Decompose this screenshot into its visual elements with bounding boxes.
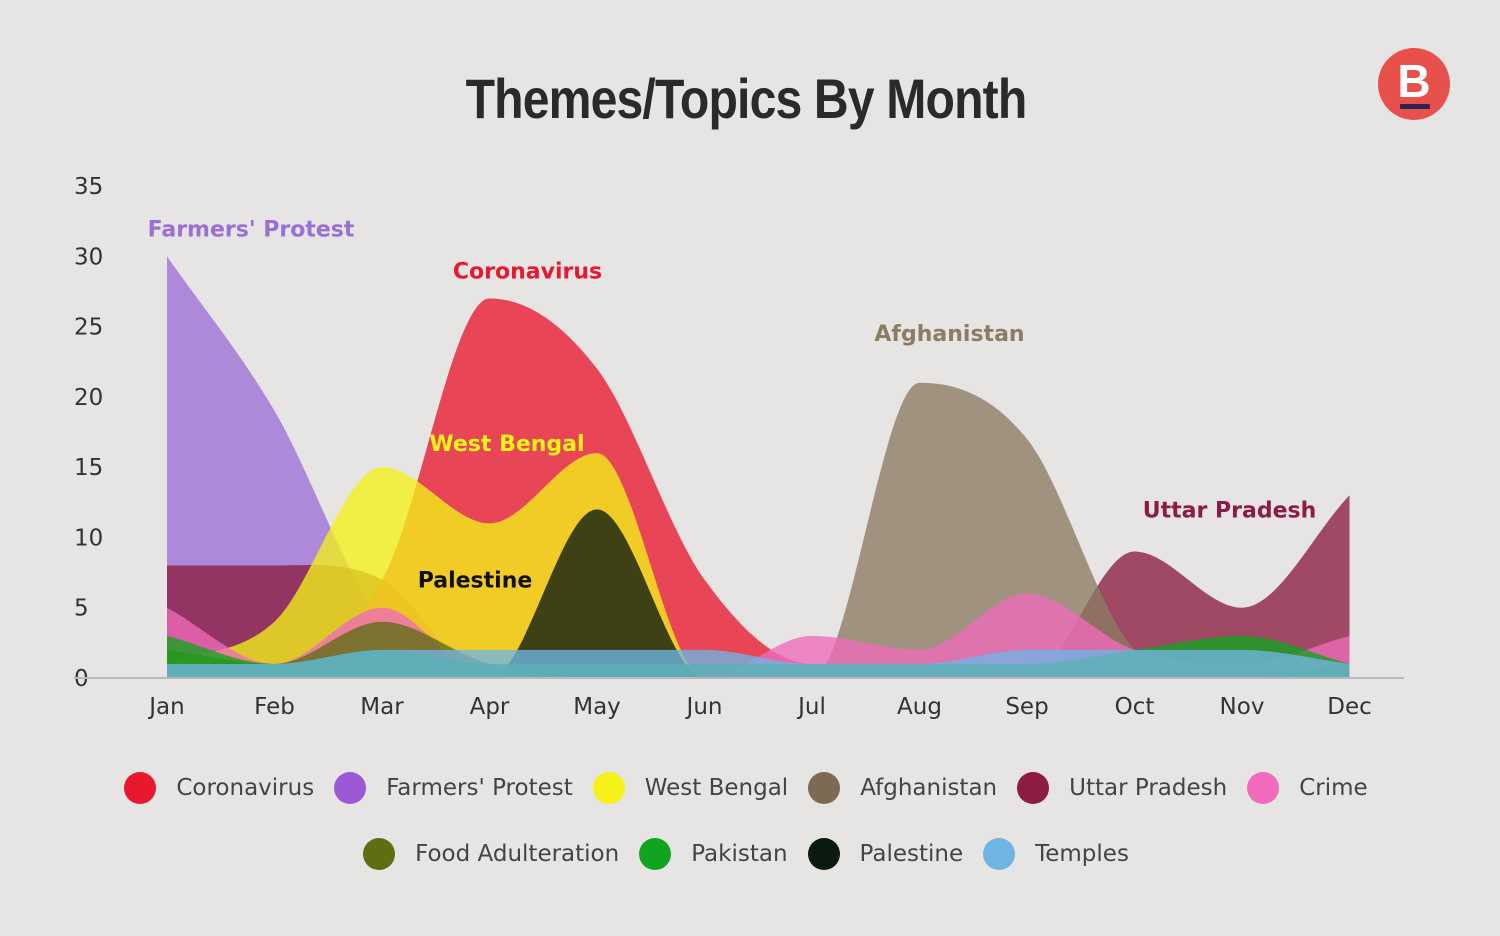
legend-label: West Bengal — [644, 775, 789, 801]
x-tick-label: Oct — [1115, 694, 1155, 720]
legend-swatch — [1017, 772, 1050, 804]
legend-item-farmers-protest[interactable]: Farmers' Protest — [334, 772, 573, 804]
legend-label: Uttar Pradesh — [1069, 775, 1228, 801]
legend-label: Pakistan — [691, 841, 788, 867]
y-tick-label: 35 — [74, 174, 103, 200]
area-temples[interactable] — [167, 649, 1350, 678]
x-tick-label: Feb — [254, 694, 295, 720]
legend-swatch — [983, 838, 1016, 870]
legend-label: Crime — [1299, 775, 1368, 801]
callout-palestine: Palestine — [418, 568, 533, 593]
legend-label: Food Adulteration — [415, 841, 620, 867]
x-tick-label: Aug — [897, 694, 942, 720]
legend-item-crime[interactable]: Crime — [1247, 772, 1368, 804]
y-tick-label: 25 — [74, 315, 103, 341]
legend-swatch — [807, 838, 840, 870]
legend-item-palestine[interactable]: Palestine — [807, 838, 964, 870]
legend-row: Coronavirus Farmers' Protest West Bengal Af… — [0, 760, 1492, 816]
chart-title: Themes/Topics By Month — [465, 67, 1028, 130]
legend-item-west-bengal[interactable]: West Bengal — [592, 772, 789, 804]
x-tick-label: Sep — [1005, 694, 1048, 720]
y-tick-label: 10 — [74, 525, 103, 551]
legend-label: Afghanistan — [860, 775, 998, 801]
legend-label: Coronavirus — [176, 775, 315, 801]
legend-swatch — [124, 772, 157, 804]
legend-swatch — [334, 772, 367, 804]
y-tick-label: 20 — [74, 385, 103, 411]
legend-swatch — [592, 772, 625, 804]
y-tick-label: 5 — [74, 596, 89, 622]
series-callouts: Farmers' Protest Coronavirus West Bengal Pa… — [148, 217, 1317, 593]
legend-item-coronavirus[interactable]: Coronavirus — [124, 772, 314, 804]
series-areas — [167, 256, 1350, 678]
y-tick-label: 15 — [74, 455, 103, 481]
x-tick-label: Mar — [360, 694, 404, 720]
y-axis: 05101520253035 — [74, 174, 103, 692]
legend-swatch — [1247, 772, 1280, 804]
callout-coronavirus: Coronavirus — [453, 259, 602, 284]
x-tick-label: Nov — [1220, 694, 1265, 720]
legend-label: Temples — [1035, 841, 1129, 867]
legend-row: Food Adulteration Pakistan Palestine Temple… — [0, 826, 1492, 882]
legend-item-afghanistan[interactable]: Afghanistan — [808, 772, 997, 804]
legend-swatch — [639, 838, 672, 870]
x-tick-label: Jul — [796, 694, 826, 720]
legend: Coronavirus Farmers' Protest West Bengal Af… — [0, 760, 1492, 892]
callout-uttar-pradesh: Uttar Pradesh — [1143, 498, 1317, 523]
legend-item-pakistan[interactable]: Pakistan — [639, 838, 788, 870]
logo-letter: B — [1397, 55, 1431, 107]
callout-afghanistan: Afghanistan — [874, 322, 1024, 347]
x-tick-label: Apr — [470, 694, 510, 720]
area-west-bengal[interactable] — [167, 453, 1350, 678]
legend-label: Farmers' Protest — [386, 775, 573, 801]
legend-item-temples[interactable]: Temples — [983, 838, 1129, 870]
x-tick-label: Jun — [685, 694, 723, 720]
brand-logo[interactable]: B — [1378, 48, 1450, 120]
callout-farmers-protest: Farmers' Protest — [148, 217, 355, 242]
legend-item-uttar-pradesh[interactable]: Uttar Pradesh — [1017, 772, 1227, 804]
x-tick-label: Jan — [147, 694, 184, 720]
area-chart: 05101520253035 JanFebMarAprMayJunJulAugS… — [74, 174, 1404, 720]
legend-item-food-adulteration[interactable]: Food Adulteration — [363, 838, 619, 870]
logo-underline — [1400, 104, 1430, 109]
x-tick-label: Dec — [1327, 694, 1372, 720]
legend-label: Palestine — [859, 841, 964, 867]
legend-swatch — [363, 838, 396, 870]
y-tick-label: 30 — [74, 244, 103, 270]
x-tick-label: May — [573, 694, 621, 720]
callout-west-bengal: West Bengal — [429, 432, 584, 457]
x-axis: Jan Feb Mar Apr May Jun Jul Aug Sep Oct Nov Dec — [147, 694, 1371, 720]
legend-swatch — [808, 772, 841, 804]
